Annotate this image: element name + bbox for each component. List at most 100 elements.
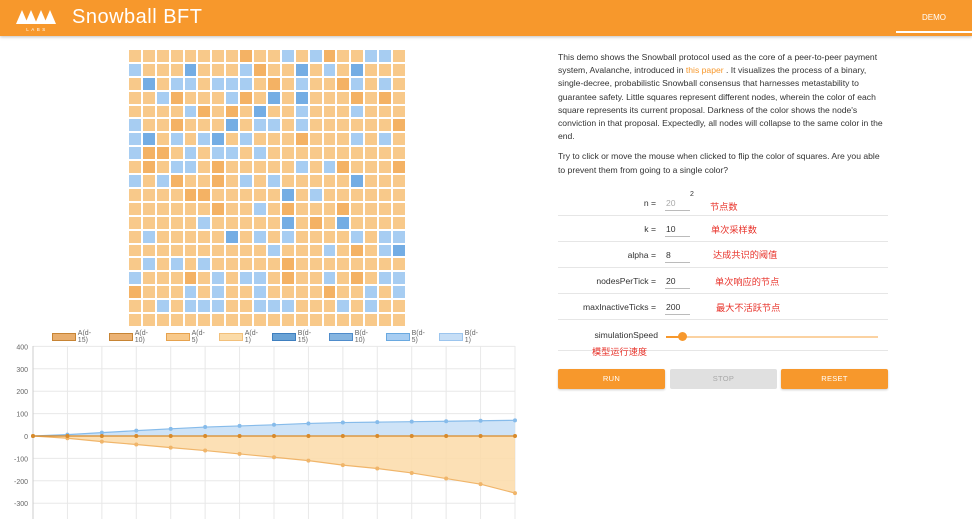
node-cell[interactable] (309, 188, 322, 201)
node-cell[interactable] (226, 202, 239, 215)
node-cell[interactable] (156, 272, 169, 285)
node-cell[interactable] (309, 175, 322, 187)
node-cell[interactable] (240, 216, 253, 229)
node-cell[interactable] (351, 161, 364, 174)
node-cell[interactable] (379, 258, 392, 271)
node-cell[interactable] (351, 230, 364, 243)
node-cell[interactable] (170, 216, 183, 229)
node-cell[interactable] (156, 91, 169, 104)
node-cell[interactable] (393, 105, 405, 118)
node-cell[interactable] (198, 91, 211, 104)
node-cell[interactable] (198, 175, 211, 187)
node-cell[interactable] (240, 202, 253, 215)
node-cell[interactable] (379, 91, 392, 104)
node-cell[interactable] (365, 133, 378, 146)
node-cell[interactable] (156, 202, 169, 215)
node-cell[interactable] (226, 77, 239, 90)
node-cell[interactable] (337, 216, 350, 229)
node-cell[interactable] (184, 63, 197, 76)
node-cell[interactable] (337, 314, 350, 326)
node-cell[interactable] (129, 63, 141, 76)
node-cell[interactable] (281, 286, 294, 299)
node-cell[interactable] (365, 161, 378, 174)
speed-slider-track[interactable] (666, 336, 878, 338)
node-cell[interactable] (393, 147, 405, 160)
node-cell[interactable] (198, 63, 211, 76)
node-cell[interactable] (184, 147, 197, 160)
node-cell[interactable] (142, 258, 155, 271)
node-cell[interactable] (323, 244, 336, 257)
node-cell[interactable] (142, 272, 155, 285)
node-cell[interactable] (337, 91, 350, 104)
reset-button[interactable]: RESET (781, 369, 888, 389)
node-cell[interactable] (365, 216, 378, 229)
node-cell[interactable] (254, 161, 266, 174)
node-cell[interactable] (129, 314, 141, 326)
node-cell[interactable] (379, 202, 392, 215)
node-cell[interactable] (309, 63, 322, 76)
node-cell[interactable] (309, 286, 322, 299)
node-cell[interactable] (393, 91, 405, 104)
node-cell[interactable] (198, 133, 211, 146)
node-cell[interactable] (198, 286, 211, 299)
node-cell[interactable] (323, 147, 336, 160)
node-cell[interactable] (365, 147, 378, 160)
node-cell[interactable] (351, 119, 364, 132)
node-cell[interactable] (337, 202, 350, 215)
node-cell[interactable] (351, 300, 364, 313)
node-cell[interactable] (309, 202, 322, 215)
node-cell[interactable] (198, 314, 211, 326)
node-cell[interactable] (156, 230, 169, 243)
node-cell[interactable] (379, 230, 392, 243)
node-cell[interactable] (351, 258, 364, 271)
node-cell[interactable] (267, 91, 280, 104)
node-cell[interactable] (142, 63, 155, 76)
node-cell[interactable] (281, 105, 294, 118)
node-cell[interactable] (337, 286, 350, 299)
node-cell[interactable] (226, 314, 239, 326)
node-cell[interactable] (379, 77, 392, 90)
node-cell[interactable] (226, 244, 239, 257)
node-cell[interactable] (254, 258, 266, 271)
node-cell[interactable] (254, 188, 266, 201)
node-cell[interactable] (254, 244, 266, 257)
node-cell[interactable] (379, 161, 392, 174)
node-cell[interactable] (170, 63, 183, 76)
paper-link[interactable]: this paper (685, 65, 724, 76)
node-cell[interactable] (393, 286, 405, 299)
node-cell[interactable] (129, 119, 141, 132)
node-cell[interactable] (267, 230, 280, 243)
node-cell[interactable] (198, 119, 211, 132)
node-cell[interactable] (351, 314, 364, 326)
node-cell[interactable] (240, 286, 253, 299)
node-cell[interactable] (198, 230, 211, 243)
node-cell[interactable] (156, 161, 169, 174)
node-cell[interactable] (184, 230, 197, 243)
node-cell[interactable] (129, 175, 141, 187)
node-cell[interactable] (295, 272, 308, 285)
node-cell[interactable] (393, 258, 405, 271)
node-cell[interactable] (226, 133, 239, 146)
node-cell[interactable] (323, 77, 336, 90)
node-cell[interactable] (142, 230, 155, 243)
node-cell[interactable] (351, 91, 364, 104)
node-cell[interactable] (393, 230, 405, 243)
node-cell[interactable] (240, 300, 253, 313)
node-cell[interactable] (281, 230, 294, 243)
node-cell[interactable] (254, 50, 266, 62)
node-cell[interactable] (281, 63, 294, 76)
node-cell[interactable] (212, 105, 225, 118)
node-cell[interactable] (281, 202, 294, 215)
node-cell[interactable] (267, 147, 280, 160)
node-cell[interactable] (156, 314, 169, 326)
node-cell[interactable] (254, 119, 266, 132)
node-cell[interactable] (254, 314, 266, 326)
node-cell[interactable] (170, 147, 183, 160)
node-cell[interactable] (281, 188, 294, 201)
node-cell[interactable] (365, 105, 378, 118)
node-cell[interactable] (281, 147, 294, 160)
node-cell[interactable] (198, 105, 211, 118)
node-cell[interactable] (254, 105, 266, 118)
node-cell[interactable] (254, 77, 266, 90)
node-cell[interactable] (226, 286, 239, 299)
